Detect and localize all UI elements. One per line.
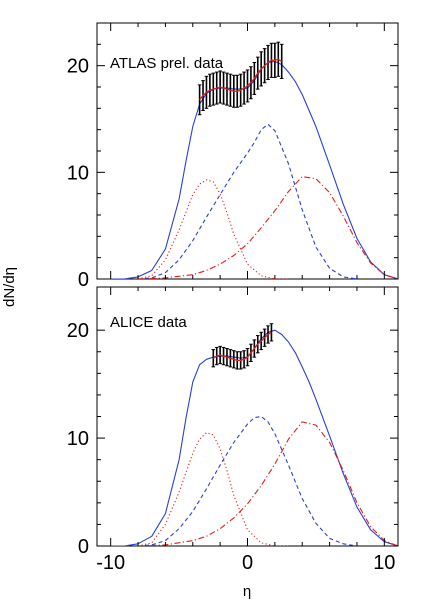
alice-y-tick-label: 10 [67, 428, 89, 450]
y-axis-label: dN/dη [1, 267, 18, 307]
alice-panel: -10 0 10 0 10 20 ALICE data [67, 286, 399, 574]
atlas-y-tick-label: 20 [67, 56, 89, 78]
atlas-curve-left [137, 179, 289, 279]
alice-curve-right [137, 421, 398, 546]
alice-y-tick-label: 0 [78, 536, 89, 558]
atlas-ticks: 0 10 20 [67, 22, 398, 291]
x-tick-label: 10 [373, 552, 395, 574]
alice-curve-total [110, 329, 398, 546]
atlas-panel: 0 10 20 ATLAS prel. data [67, 22, 399, 291]
atlas-curve-right [137, 176, 398, 279]
alice-data-points [211, 323, 274, 370]
atlas-y-tick-label: 0 [78, 269, 89, 291]
alice-plot-area [110, 323, 398, 546]
atlas-data-central-line [199, 58, 283, 101]
alice-curve-left [137, 432, 289, 546]
alice-curve-center [137, 415, 358, 546]
x-tick-label: -10 [96, 552, 125, 574]
x-axis-label: η [243, 583, 251, 600]
alice-ticks: -10 0 10 0 10 20 [67, 286, 398, 574]
alice-data-central-line [212, 331, 272, 362]
atlas-panel-label: ATLAS prel. data [110, 55, 224, 72]
atlas-plot-area [110, 41, 398, 279]
atlas-curve-center [137, 123, 358, 279]
alice-panel-label: ALICE data [110, 314, 187, 331]
x-tick-label: 0 [242, 552, 253, 574]
alice-y-tick-label: 20 [67, 320, 89, 342]
atlas-y-tick-label: 10 [67, 162, 89, 184]
atlas-data-points [197, 41, 284, 116]
